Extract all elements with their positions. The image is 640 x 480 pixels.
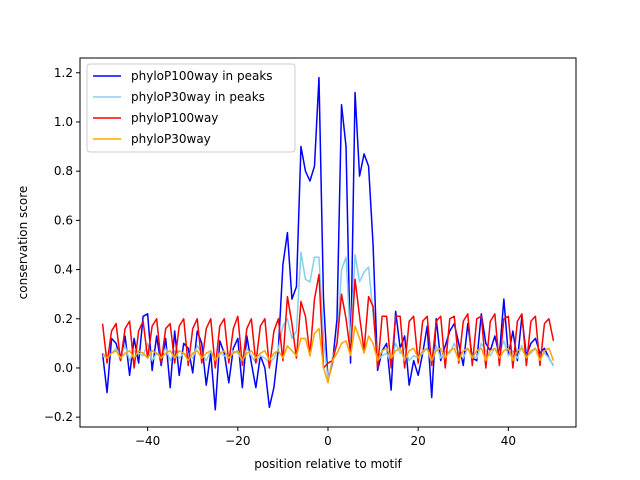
y-axis-ticks: −0.2 0.0 0.2 0.4 0.6 0.8 1.0 1.2 xyxy=(44,66,80,424)
y-tick-label: 1.2 xyxy=(54,66,73,80)
y-tick-label: 0.0 xyxy=(54,361,73,375)
series-line-2 xyxy=(101,273,555,369)
legend-box xyxy=(86,63,296,153)
y-axis-label: conservation score xyxy=(16,186,30,300)
x-axis-label: position relative to motif xyxy=(254,457,402,471)
y-tick-label: −0.2 xyxy=(44,410,73,424)
x-tick-label: −40 xyxy=(135,434,160,448)
legend: phyloP100way in peaks phyloP30way in peak… xyxy=(86,63,296,153)
legend-label-3: phyloP30way xyxy=(131,132,211,146)
y-tick-label: 0.8 xyxy=(54,164,73,178)
x-tick-label: 20 xyxy=(411,434,426,448)
x-axis-ticks: −40 −20 0 20 40 xyxy=(135,427,516,448)
legend-label-1: phyloP30way in peaks xyxy=(131,90,265,104)
x-tick-label: −20 xyxy=(225,434,250,448)
series-line-3 xyxy=(101,325,555,384)
x-tick-label: 40 xyxy=(501,434,516,448)
series-layer xyxy=(101,76,555,411)
x-tick-label: 0 xyxy=(324,434,332,448)
y-tick-label: 0.4 xyxy=(54,263,73,277)
y-tick-label: 1.0 xyxy=(54,115,73,129)
y-tick-label: 0.2 xyxy=(54,312,73,326)
legend-label-2: phyloP100way xyxy=(131,111,218,125)
legend-label-0: phyloP100way in peaks xyxy=(131,69,273,83)
y-tick-label: 0.6 xyxy=(54,213,73,227)
